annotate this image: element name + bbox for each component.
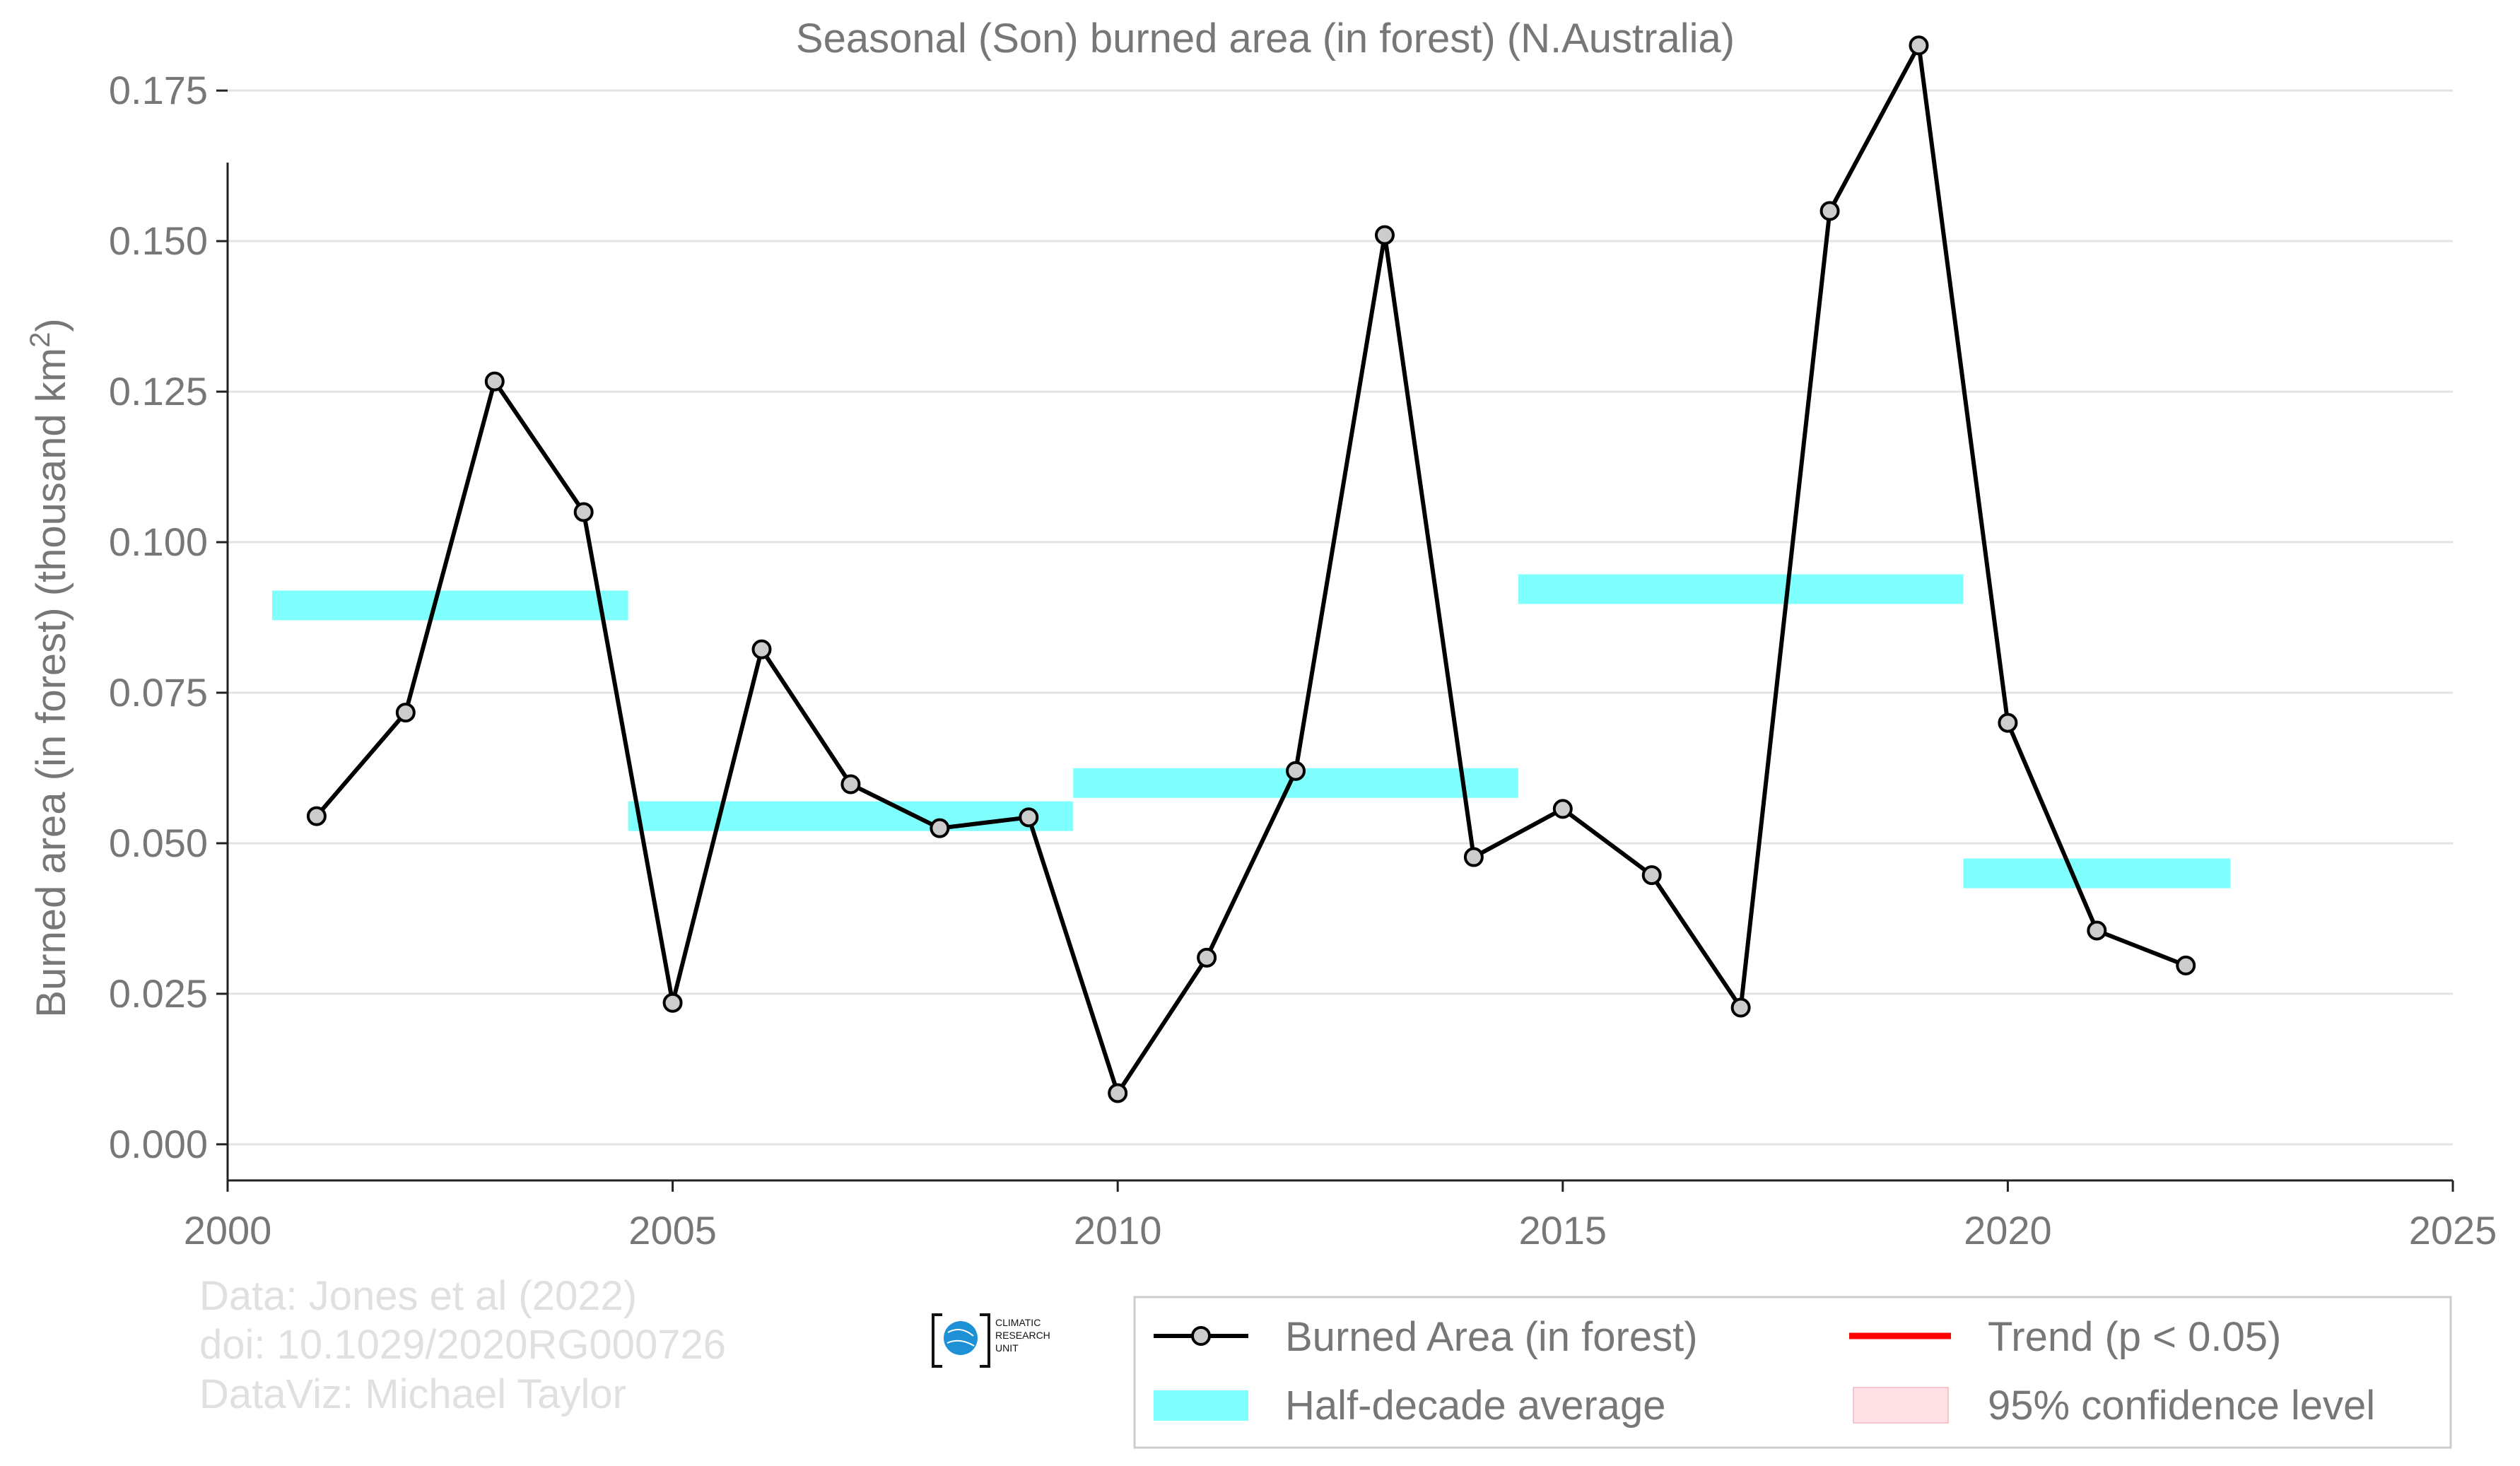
data-point xyxy=(1641,865,1662,886)
legend-swatch-half-decade xyxy=(1154,1390,1248,1421)
credit-data-source: Data: Jones et al (2022) xyxy=(199,1273,637,1319)
legend-label-half-decade: Half-decade average xyxy=(1285,1383,1665,1429)
logo-text-line1: CLIMATIC xyxy=(995,1317,1041,1328)
data-point xyxy=(662,992,683,1013)
x-tick-label: 2025 xyxy=(2409,1208,2497,1253)
data-point xyxy=(484,371,505,392)
y-axis-label-close: ) xyxy=(28,318,74,332)
data-point xyxy=(1197,947,1217,968)
credit-dataviz: DataViz: Michael Taylor xyxy=(199,1371,626,1417)
credits: Data: Jones et al (2022) doi: 10.1029/20… xyxy=(199,1273,726,1417)
axes xyxy=(216,89,2454,1192)
data-point xyxy=(1730,997,1751,1018)
y-axis-label-superscript: 2 xyxy=(25,332,56,348)
data-point xyxy=(751,639,772,659)
half-decade-average-bars xyxy=(271,574,2231,889)
y-axis-label: Burned area (in forest) (thousand km2) xyxy=(25,318,74,1017)
x-tick-label: 2000 xyxy=(184,1208,272,1253)
y-axis-label-main: Burned area (in forest) (thousand km xyxy=(28,348,74,1018)
y-tick-label: 0.000 xyxy=(109,1122,208,1166)
data-point xyxy=(1019,807,1039,828)
series-burned-area xyxy=(306,35,2196,1103)
data-point xyxy=(840,774,861,794)
tick-labels: 0.000 0.025 0.050 0.075 0.100 0.125 0.150 0.175… xyxy=(109,68,2497,1253)
data-point xyxy=(1998,713,2018,733)
y-tick-label: 0.075 xyxy=(109,670,208,715)
data-point xyxy=(1819,201,1840,221)
legend-marker-burned-area xyxy=(1191,1326,1211,1346)
data-point xyxy=(1286,761,1306,781)
logo-text-line3: UNIT xyxy=(995,1342,1019,1354)
x-tick-label: 2020 xyxy=(1964,1208,2052,1253)
data-point xyxy=(1552,799,1573,819)
data-point xyxy=(930,818,950,838)
globe-icon xyxy=(944,1321,978,1355)
legend-label-confidence: 95% confidence level xyxy=(1988,1383,2375,1429)
credit-doi: doi: 10.1029/2020RG000726 xyxy=(199,1322,726,1368)
data-point xyxy=(306,806,327,826)
series-line xyxy=(315,43,2187,1096)
data-point xyxy=(2087,920,2107,941)
y-tick-label: 0.050 xyxy=(109,821,208,865)
chart-title: Seasonal (Son) burned area (in forest) (… xyxy=(796,16,1735,61)
cru-logo: CLIMATIC RESEARCH UNIT xyxy=(932,1313,1050,1368)
y-tick-label: 0.100 xyxy=(109,520,208,564)
x-tick-label: 2015 xyxy=(1519,1208,1607,1253)
logo-text-line2: RESEARCH xyxy=(995,1330,1050,1341)
legend-label-trend: Trend (p < 0.05) xyxy=(1988,1314,2281,1360)
half-decade-average-bar xyxy=(271,590,628,621)
data-point xyxy=(1108,1083,1128,1103)
y-tick-label: 0.175 xyxy=(109,68,208,112)
data-point xyxy=(2176,955,2196,975)
legend-label-burned-area: Burned Area (in forest) xyxy=(1285,1314,1698,1360)
legend: Burned Area (in forest) Half-decade aver… xyxy=(1133,1296,2452,1449)
y-tick-label: 0.150 xyxy=(109,218,208,263)
y-tick-label: 0.025 xyxy=(109,971,208,1016)
data-point xyxy=(1374,225,1395,245)
x-tick-label: 2010 xyxy=(1074,1208,1162,1253)
half-decade-average-bar xyxy=(628,801,1074,831)
half-decade-average-bar xyxy=(1518,574,1964,604)
data-point xyxy=(1909,35,1929,56)
legend-frame xyxy=(1133,1296,2452,1449)
x-tick-label: 2005 xyxy=(628,1208,717,1253)
legend-swatch-confidence xyxy=(1853,1387,1949,1424)
grid-lines xyxy=(228,89,2453,1146)
data-point xyxy=(395,703,416,723)
y-tick-label: 0.125 xyxy=(109,369,208,414)
half-decade-average-bar xyxy=(1963,858,2231,889)
data-point xyxy=(573,502,594,522)
data-point xyxy=(1463,847,1484,867)
